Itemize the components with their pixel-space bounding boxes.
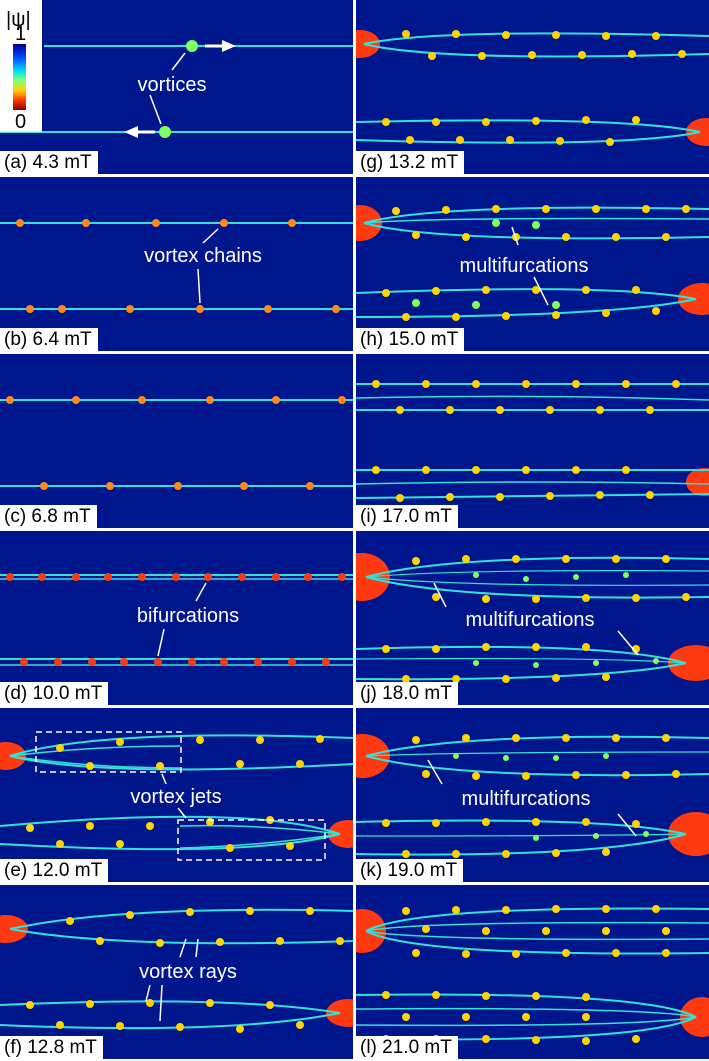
panel-label: (l) 21.0 mT <box>356 1036 458 1059</box>
colorbar-max: 1 <box>15 23 27 45</box>
panel-b: vortex chains (b) 6.4 mT <box>0 177 353 351</box>
panel-j-field <box>356 553 709 683</box>
panel-i-field <box>356 380 709 502</box>
annotation-vortex-jets: vortex jets <box>130 786 222 808</box>
panel-e-field <box>0 731 353 861</box>
panel-label: (h) 15.0 mT <box>356 328 465 351</box>
panel-i: (i) 17.0 mT <box>356 354 709 528</box>
panel-h: multifurcations (h) 15.0 mT <box>356 177 709 351</box>
colorbar: |ψ| 1 0 <box>0 0 42 132</box>
panel-a: |ψ| 1 0 vortices (a) 4.3 mT <box>0 0 353 174</box>
annotation-bifurcations: bifurcations <box>136 605 240 627</box>
panel-k-field <box>356 734 709 858</box>
panel-g-field <box>356 30 709 146</box>
colorbar-gradient <box>13 44 26 110</box>
panel-label: (f) 12.8 mT <box>0 1036 103 1059</box>
panel-label: (j) 18.0 mT <box>356 682 458 705</box>
panel-label: (c) 6.8 mT <box>0 505 97 528</box>
panel-e: vortex jets (e) 12.0 mT <box>0 708 353 882</box>
panel-label: (b) 6.4 mT <box>0 328 98 351</box>
panel-label: (i) 17.0 mT <box>356 505 458 528</box>
annotation-multifurcations: multifurcations <box>459 255 589 277</box>
annotation-vortices: vortices <box>137 74 207 96</box>
annotation-vortex-chains: vortex chains <box>144 245 262 267</box>
panel-label: (d) 10.0 mT <box>0 682 109 705</box>
panel-h-field <box>356 205 709 321</box>
panel-b-field <box>0 219 353 313</box>
panel-label: (g) 13.2 mT <box>356 151 465 174</box>
colorbar-label: |ψ| <box>6 9 31 31</box>
panel-l-field <box>356 905 709 1045</box>
panel-l: (l) 21.0 mT <box>356 885 709 1059</box>
annotation-multifurcations: multifurcations <box>465 609 595 631</box>
panel-d-field <box>0 573 353 666</box>
panel-label: (e) 12.0 mT <box>0 859 109 882</box>
panel-k: multifurcations (k) 19.0 mT <box>356 708 709 882</box>
colorbar-min: 0 <box>15 111 27 133</box>
panel-label: (k) 19.0 mT <box>356 859 464 882</box>
annotation-multifurcations: multifurcations <box>461 788 591 810</box>
panel-j: multifurcations (j) 18.0 mT <box>356 531 709 705</box>
panel-d: bifurcations (d) 10.0 mT <box>0 531 353 705</box>
panel-label: (a) 4.3 mT <box>0 151 98 174</box>
panel-f-field <box>0 907 353 1033</box>
panel-a-field <box>0 40 353 138</box>
panel-c: (c) 6.8 mT <box>0 354 353 528</box>
panel-c-field <box>0 396 353 490</box>
annotation-vortex-rays: vortex rays <box>139 961 237 983</box>
panel-g: (g) 13.2 mT <box>356 0 709 174</box>
panel-f: vortex rays (f) 12.8 mT <box>0 885 353 1059</box>
